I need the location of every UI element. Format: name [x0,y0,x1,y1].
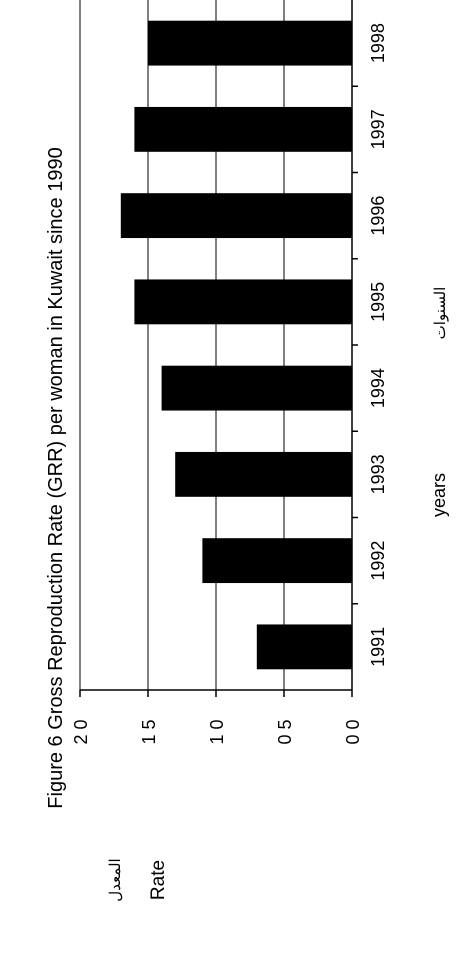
gridlines [79,0,285,690]
bar-1991 [256,624,352,670]
bar-1995 [134,279,352,325]
x-axis-label-ar: السنوات [432,287,449,340]
x-tick-label: 1994 [368,368,388,408]
bar-1993 [175,451,352,497]
x-tick-label: 1992 [368,541,388,581]
bar-1994 [161,365,352,411]
x-tick-label: 1997 [368,109,388,149]
y-tick-label: 2 0 [71,719,91,744]
x-tick-label: 1993 [368,454,388,494]
y-tick-label: 0 5 [275,719,295,744]
y-tick-label: 0 0 [343,719,363,744]
bar-1992 [202,538,352,584]
x-axis-ticks: 1991 1992 1993 1994 1995 1996 1997 1998 [352,23,388,667]
y-axis-label: Rate [148,860,169,900]
x-tick-label: 1996 [368,196,388,236]
bar-1997 [134,106,352,152]
x-tick-label: 1991 [368,627,388,667]
bar-1996 [120,193,352,239]
y-axis-ticks: 0 0 0 5 1 0 1 5 2 0 [71,690,363,745]
x-tick-label: 1995 [368,282,388,322]
bars [120,20,352,670]
bar-1998 [148,20,352,66]
y-tick-label: 1 5 [139,719,159,744]
y-tick-label: 1 0 [207,719,227,744]
x-tick-label: 1998 [368,23,388,63]
plot-area: 0 0 0 5 1 0 1 5 2 0 1991 1992 1993 1994 1995 1996… [71,0,388,745]
chart-title: Figure 6 Gross Reproduction Rate (GRR) p… [45,147,67,808]
x-axis-label: years [429,473,449,517]
y-axis-label-ar: المعدل [107,858,124,901]
